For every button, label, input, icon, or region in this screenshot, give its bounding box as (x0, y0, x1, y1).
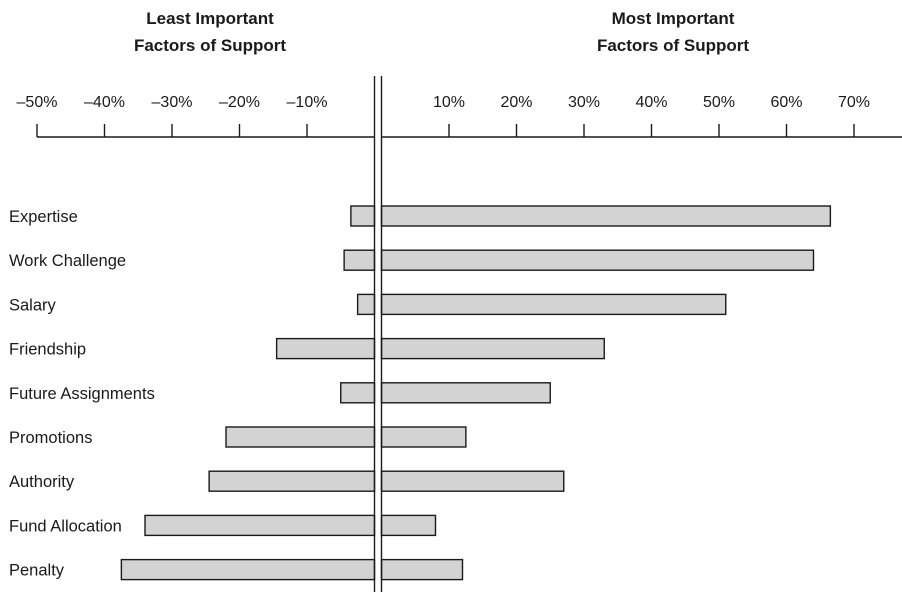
tick-label: –30% (152, 94, 193, 111)
tick-label: 10% (433, 94, 465, 111)
tick-label: –10% (287, 94, 328, 111)
tick-label: 20% (500, 94, 532, 111)
category-label: Salary (9, 296, 57, 314)
bar-least-important (350, 205, 376, 227)
tick-label: 50% (703, 94, 735, 111)
tick-label: –40% (84, 94, 125, 111)
bar-most-important (380, 558, 464, 581)
category-label: Authority (9, 473, 75, 491)
category-label: Friendship (9, 341, 86, 359)
bar-least-important (356, 293, 376, 316)
right-heading-line-2: Factors of Support (597, 36, 749, 55)
bar-most-important (380, 249, 815, 271)
bar-most-important (380, 293, 727, 316)
bar-most-important (380, 426, 467, 448)
bar-most-important (380, 514, 437, 537)
bar-least-important (120, 558, 376, 581)
tick-label: 40% (635, 94, 667, 111)
category-label: Future Assignments (9, 385, 155, 403)
tick-label: 70% (838, 94, 870, 111)
bar-least-important (343, 249, 376, 271)
category-label: Fund Allocation (9, 517, 122, 535)
bar-least-important (275, 337, 376, 360)
bar-least-important (340, 382, 376, 404)
tick-label: –20% (219, 94, 260, 111)
category-label: Penalty (9, 562, 65, 580)
category-label: Promotions (9, 429, 92, 447)
category-label: Expertise (9, 208, 78, 226)
bar-most-important (380, 382, 551, 404)
bar-least-important (225, 426, 376, 448)
bar-least-important (208, 470, 376, 492)
x-axis: –50% –40% –30% –20% –10% 10% 20% 30% 40% 50% 60% 70… (17, 94, 902, 138)
left-heading-line-2: Factors of Support (134, 36, 286, 55)
tick-label: 60% (770, 94, 802, 111)
category-label: Work Challenge (9, 252, 126, 270)
bar-most-important (380, 205, 832, 227)
category-labels: Expertise Work Challenge Salary Friendship F… (9, 208, 155, 580)
bar-most-important (380, 470, 565, 492)
left-heading-line-1: Least Important (146, 9, 274, 28)
bar-least-important (144, 514, 376, 537)
right-heading-line-1: Most Important (612, 9, 735, 28)
bars (120, 205, 832, 581)
bar-most-important (380, 337, 605, 360)
tick-label: 30% (568, 94, 600, 111)
tick-label: –50% (17, 94, 58, 111)
